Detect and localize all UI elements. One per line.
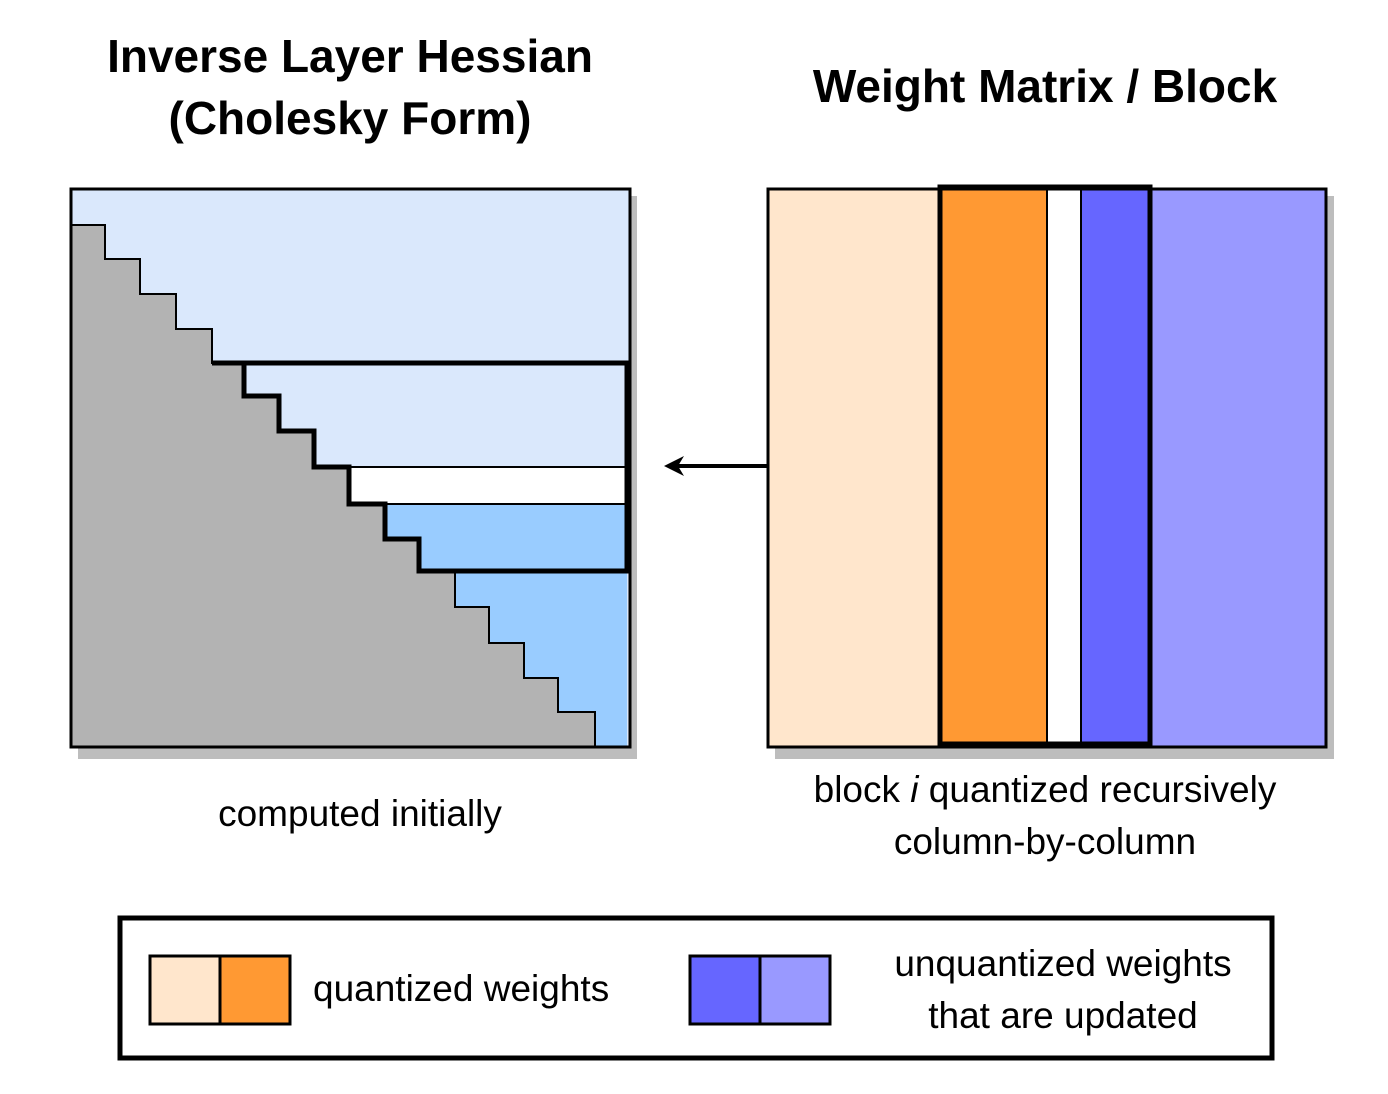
current-column <box>1046 186 1082 745</box>
legend-unquantized-line1: unquantized weights <box>894 943 1232 984</box>
legend-unquantized-label: unquantized weights that are updated <box>858 938 1268 1042</box>
weight-caption-line1: block i quantized recursively <box>730 764 1360 816</box>
hessian-current-row <box>348 466 628 505</box>
hessian-caption: computed initially <box>218 793 502 834</box>
hessian-highlight-rows <box>385 504 627 747</box>
unquantized-columns-block <box>1080 186 1151 745</box>
current-block-outline <box>937 184 1153 747</box>
weight-matrix-title: Weight Matrix / Block <box>812 60 1278 112</box>
legend-swatch-quantized-dark <box>218 954 292 1026</box>
legend-unquantized-line2: that are updated <box>928 995 1198 1036</box>
quantized-columns-light <box>767 188 941 748</box>
quantized-columns-block <box>939 186 1048 745</box>
hessian-title-line2: (Cholesky Form) <box>168 92 532 144</box>
legend-swatch-unquantized-light <box>758 954 832 1026</box>
legend-swatch-unquantized-dark <box>688 954 762 1026</box>
weight-caption-prefix: block <box>813 769 911 810</box>
unquantized-columns-rest <box>1149 188 1327 748</box>
weight-caption-suffix: quantized recursively <box>918 769 1277 810</box>
legend-swatch-quantized-light <box>148 954 222 1026</box>
hessian-outline <box>69 187 632 749</box>
legend-quantized-label: quantized weights <box>313 968 610 1009</box>
hessian-title-line1: Inverse Layer Hessian <box>107 30 593 82</box>
hessian-block-outline <box>212 360 630 574</box>
hessian-title: Inverse Layer Hessian (Cholesky Form) <box>40 25 660 149</box>
weight-matrix-caption: block i quantized recursively column-by-… <box>730 764 1360 868</box>
weight-caption-var: i <box>910 769 919 810</box>
weight-caption-line2: column-by-column <box>893 821 1197 862</box>
